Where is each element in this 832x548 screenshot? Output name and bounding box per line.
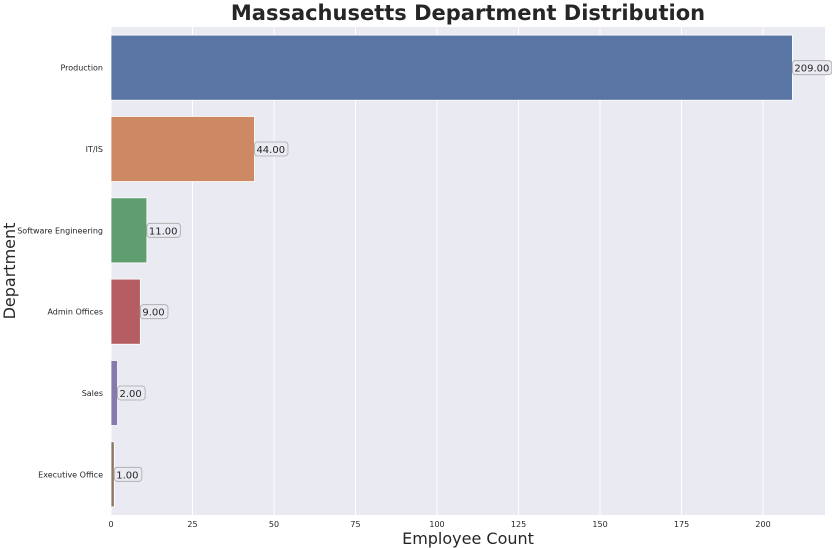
- data-label: 1.00: [116, 470, 138, 481]
- y-tick-label: Executive Office: [38, 470, 103, 479]
- bar: [110, 360, 118, 426]
- data-label-box: [113, 466, 143, 482]
- data-labels: 209.00 44.00 11.00 9.00 2.00 1.00: [113, 60, 832, 482]
- bar: [110, 116, 255, 182]
- x-tick-label: 200: [755, 520, 770, 529]
- x-tick-label: 50: [269, 520, 279, 529]
- data-label: 9.00: [142, 308, 164, 319]
- plot-area: [111, 27, 825, 515]
- bar: [110, 441, 115, 508]
- bar: [110, 278, 141, 345]
- data-label: 2.00: [120, 389, 142, 400]
- y-tick-label: Sales: [82, 389, 103, 398]
- bar: [110, 197, 148, 264]
- data-label: 44.00: [256, 145, 285, 156]
- bars: [110, 34, 793, 508]
- y-tick-labels: Production IT/IS Software Engineering Admin…: [17, 64, 103, 480]
- y-tick-label: Software Engineering: [17, 226, 103, 235]
- x-tick-label: 75: [350, 520, 360, 529]
- data-label-box: [117, 385, 146, 401]
- chart-title: Massachusetts Department Distribution: [231, 1, 705, 25]
- x-gridlines: [110, 27, 764, 515]
- x-tick-label: 175: [674, 520, 689, 529]
- x-tick-label: 150: [592, 520, 607, 529]
- data-label-box: [146, 222, 181, 238]
- x-tick-label: 100: [429, 520, 444, 529]
- y-tick-label: Admin Offices: [47, 308, 103, 317]
- data-label: 11.00: [149, 226, 178, 237]
- y-tick-label: Production: [60, 64, 103, 73]
- bar: [110, 34, 793, 101]
- x-axis-label: Employee Count: [402, 529, 534, 548]
- x-tick-label: 25: [187, 520, 197, 529]
- y-axis-label: Department: [0, 223, 19, 320]
- y-tick-label: IT/IS: [86, 145, 103, 154]
- x-tick-label: 0: [108, 520, 113, 529]
- data-label-box: [139, 304, 169, 320]
- x-tick-labels: 0 25 50 75 100 125 150 175 200: [108, 520, 770, 529]
- x-tick-label: 125: [511, 520, 526, 529]
- data-label: 209.00: [794, 64, 829, 75]
- data-label-box: [254, 141, 289, 157]
